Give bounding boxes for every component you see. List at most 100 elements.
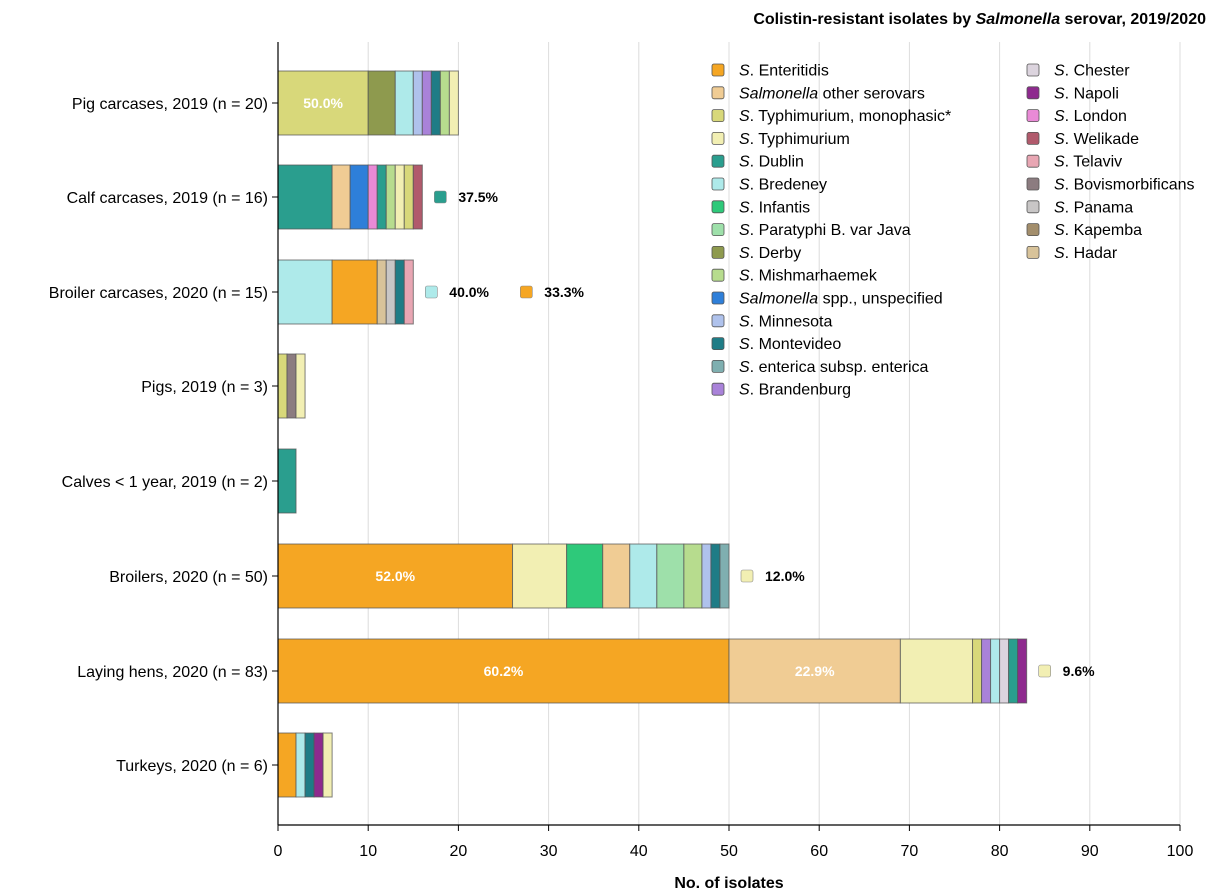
bar-segment xyxy=(277,259,333,325)
legend-part: . Minnesota xyxy=(750,313,833,330)
side-label-marker xyxy=(424,285,438,299)
category-label: Calf carcases, 2019 (n = 16) xyxy=(67,190,268,207)
x-tick-label: 90 xyxy=(1081,843,1099,860)
legend-part: . Dublin xyxy=(750,154,804,171)
legend-label: S. Minnesota xyxy=(739,313,832,330)
legend-part: . Panama xyxy=(1065,199,1134,216)
legend-label: S. Derby xyxy=(739,245,801,262)
title-part: Salmonella xyxy=(976,11,1061,28)
bar-segment xyxy=(448,70,459,136)
legend-swatch xyxy=(711,337,725,351)
bar-segment xyxy=(990,638,1001,704)
legend-part: . Hadar xyxy=(1065,245,1118,262)
legend-part: S xyxy=(1054,245,1065,262)
legend-part: . Bredeney xyxy=(750,177,827,194)
legend-part: . Bovismorbificans xyxy=(1065,177,1195,194)
bar-segment xyxy=(710,543,721,609)
side-percent-label: 9.6% xyxy=(1063,663,1095,679)
side-label-marker xyxy=(519,285,533,299)
bar-segment xyxy=(728,638,901,704)
legend-label: S. Typhimurium xyxy=(739,131,850,148)
bar-segment xyxy=(1017,638,1028,704)
legend-part: . Infantis xyxy=(750,199,810,216)
legend-part: S xyxy=(739,108,750,125)
title-part: serovar, 2019/2020 xyxy=(1060,11,1206,28)
bar-segment xyxy=(322,732,333,798)
axes: 0 10 20 30 40 50 60 70 80 90 100 Pig carcases, 2019… xyxy=(49,42,1194,860)
bar-segment xyxy=(512,543,568,609)
category-label: Pig carcases, 2019 (n = 20) xyxy=(72,96,268,113)
legend-part: S xyxy=(1054,63,1065,80)
legend-swatch xyxy=(711,223,725,237)
legend-part: . Enteritidis xyxy=(750,63,829,80)
bar-segment xyxy=(981,638,992,704)
bar-segment xyxy=(899,638,974,704)
legend-part: . Brandenburg xyxy=(750,382,851,399)
x-tick-label: 100 xyxy=(1167,843,1194,860)
legend-swatch xyxy=(1026,63,1040,77)
bar-segment xyxy=(421,70,432,136)
legend-label: S. London xyxy=(1054,108,1127,125)
x-tick-label: 80 xyxy=(991,843,1009,860)
bar-segment xyxy=(999,638,1010,704)
legend-part: . Chester xyxy=(1065,63,1131,80)
legend-part: S xyxy=(1054,199,1065,216)
legend-swatch xyxy=(1026,245,1040,259)
legend-part: . Welikade xyxy=(1065,131,1140,148)
legend-part: . enterica subsp. enterica xyxy=(750,359,929,376)
legend-part: S xyxy=(739,336,750,353)
bar-segment xyxy=(972,638,983,704)
bar-segment xyxy=(566,543,604,609)
bars xyxy=(277,70,1028,798)
legend-part: other serovars xyxy=(818,85,925,102)
legend-part: . Paratyphi B. var Java xyxy=(750,222,911,239)
legend-part: spp., unspecified xyxy=(818,291,943,308)
legend-label: S. Typhimurium, monophasic* xyxy=(739,108,951,125)
bar-segment xyxy=(313,732,324,798)
x-tick-label: 30 xyxy=(540,843,558,860)
legend-label: S. Welikade xyxy=(1054,131,1139,148)
legend-part: . Typhimurium xyxy=(750,131,850,148)
bar-segment xyxy=(277,732,297,798)
legend-part: S xyxy=(739,199,750,216)
bar-segment xyxy=(701,543,712,609)
bar-segment xyxy=(277,164,333,230)
legend-label: S. Bredeney xyxy=(739,177,827,194)
bar-segment xyxy=(439,70,450,136)
legend-swatch xyxy=(1026,131,1040,145)
segment-percent-label: 52.0% xyxy=(375,568,415,584)
legend-part: . Telaviv xyxy=(1065,154,1123,171)
legend-swatch xyxy=(1026,200,1040,214)
bar-segment xyxy=(656,543,685,609)
chart-title: Colistin-resistant isolates by Salmonell… xyxy=(753,11,1206,28)
legend-part: Salmonella xyxy=(739,291,818,308)
bar-segment xyxy=(394,164,405,230)
legend-swatch xyxy=(711,268,725,282)
side-percent-label: 33.3% xyxy=(544,284,584,300)
legend-label: S. Panama xyxy=(1054,199,1133,216)
legend-label: Salmonella spp., unspecified xyxy=(739,291,943,308)
legend-swatch xyxy=(1026,154,1040,168)
legend-swatch xyxy=(711,109,725,122)
legend-part: S xyxy=(739,268,750,285)
legend-part: . Napoli xyxy=(1065,85,1119,102)
title-part: Colistin-resistant isolates by xyxy=(753,11,975,28)
bar-segment xyxy=(602,543,631,609)
x-tick-label: 70 xyxy=(901,843,919,860)
x-tick-label: 40 xyxy=(630,843,648,860)
legend-swatch xyxy=(1026,223,1040,237)
bar-segment xyxy=(286,353,297,419)
legend-label: S. Infantis xyxy=(739,199,810,216)
bar-segment xyxy=(376,164,387,230)
side-label-marker xyxy=(1038,664,1051,678)
legend-label: S. Brandenburg xyxy=(739,382,851,399)
legend-part: S xyxy=(1054,222,1065,239)
legend-label: S. Chester xyxy=(1054,63,1130,80)
bar-segment xyxy=(367,70,396,136)
segment-percent-label: 60.2% xyxy=(484,663,524,679)
legend-part: . Derby xyxy=(750,245,802,262)
segment-percent-label: 50.0% xyxy=(303,95,343,111)
legend-label: S. enterica subsp. enterica xyxy=(739,359,929,376)
legend-part: S xyxy=(739,313,750,330)
bar-segment xyxy=(349,164,369,230)
